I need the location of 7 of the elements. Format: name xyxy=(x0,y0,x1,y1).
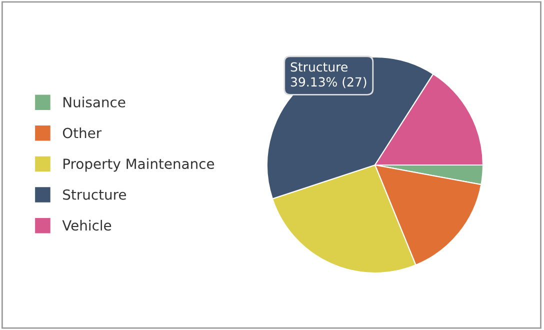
text: 39.13% (27) xyxy=(290,76,366,88)
legend-label: Structure xyxy=(63,189,126,200)
text: Structure xyxy=(290,62,348,72)
legend-label: Nuisance xyxy=(64,96,126,108)
legend-label: Property Maintenance xyxy=(64,158,214,172)
legend-label: Other xyxy=(62,127,102,138)
legend-label: Vehicle xyxy=(62,220,112,231)
